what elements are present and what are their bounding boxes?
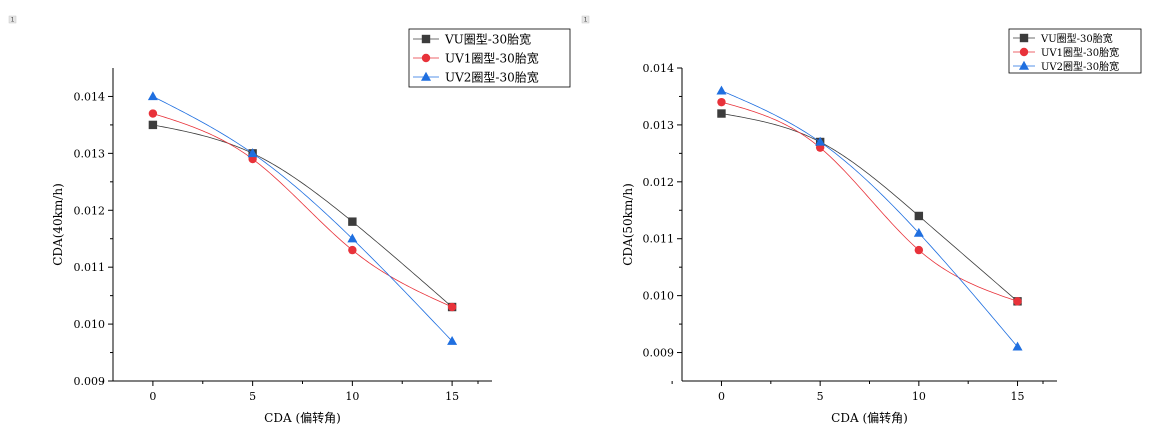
legend-label: UV2圈型-30胎宽 <box>1041 60 1119 73</box>
chart-cda-50kmh: 0.009 0.010 0.011 0.012 0.013 0.014 0 5 10 15 CDA … <box>621 28 1142 425</box>
series-circle <box>717 97 1022 306</box>
series-line <box>152 124 453 308</box>
data-point <box>815 136 826 146</box>
y-tick-label: 0.014 <box>643 62 675 75</box>
y-axis-title: CDA(40km/h) <box>51 183 65 266</box>
y-tick-label: 0.013 <box>74 147 106 160</box>
x-tick-label: 15 <box>1011 390 1025 403</box>
x-tick-label: 0 <box>718 390 725 403</box>
y-tick-label: 0.013 <box>643 119 675 132</box>
y-tick-label: 0.010 <box>74 318 106 331</box>
data-point <box>148 120 158 130</box>
x-tick-label: 15 <box>445 390 459 403</box>
data-point <box>347 233 358 243</box>
data-point <box>147 91 158 101</box>
series-line <box>152 113 453 308</box>
series-triangle <box>147 91 458 345</box>
data-point <box>247 148 258 158</box>
x-axis-title: CDA (偏转角) <box>264 410 341 425</box>
y-tick-label: 0.010 <box>643 290 675 303</box>
x-axis-title: CDA (偏转角) <box>831 410 908 425</box>
series-line <box>721 113 1018 302</box>
x-tick-label: 5 <box>817 390 824 403</box>
legend-label: UV1圈型-30胎宽 <box>1041 46 1119 59</box>
y-tick-label: 0.012 <box>74 204 106 217</box>
corner-mark-right: 1 <box>581 15 590 24</box>
data-point <box>1012 341 1023 351</box>
legend-marker <box>421 71 431 81</box>
series-circle <box>148 109 457 312</box>
corner-mark-right-text: 1 <box>584 17 588 24</box>
series-line <box>721 101 1018 302</box>
legend-label: UV1圈型-30胎宽 <box>445 51 539 66</box>
data-point <box>447 335 458 345</box>
corner-mark-left: 1 <box>8 15 17 24</box>
legend-marker <box>421 53 431 63</box>
data-point <box>348 217 357 226</box>
y-tick-label: 0.012 <box>643 176 675 189</box>
data-point <box>447 302 457 312</box>
x-tick-label: 0 <box>149 390 156 403</box>
data-point <box>716 85 727 95</box>
legend-label: UV2圈型-30胎宽 <box>445 70 539 85</box>
y-tick-label: 0.009 <box>74 375 106 388</box>
x-tick-label: 5 <box>249 390 256 403</box>
series-line <box>721 90 1018 348</box>
legend-marker <box>1019 47 1029 57</box>
legend-label: VU圈型-30胎宽 <box>1040 32 1113 45</box>
y-tick-label: 0.011 <box>74 261 106 274</box>
legend-marker <box>1019 60 1029 70</box>
data-point <box>1013 297 1022 306</box>
data-point <box>913 227 924 237</box>
chart-cda-40kmh: 0.009 0.010 0.011 0.012 0.013 0.014 0 5 10 15 CDA … <box>51 28 571 425</box>
legend-marker <box>421 34 431 44</box>
series-triangle <box>716 85 1023 351</box>
y-tick-label: 0.009 <box>643 347 675 360</box>
data-point <box>348 245 357 255</box>
data-point <box>717 97 726 107</box>
data-point <box>717 109 726 118</box>
data-point <box>914 211 924 221</box>
legend-marker <box>1019 33 1029 43</box>
series-square <box>148 120 457 312</box>
x-tick-label: 10 <box>912 390 926 403</box>
y-tick-label: 0.011 <box>643 233 675 246</box>
y-tick-label: 0.014 <box>74 90 106 103</box>
x-tick-label: 10 <box>345 390 359 403</box>
legend: VU圈型-30胎宽 UV1圈型-30胎宽 UV2圈型-30胎宽 <box>408 28 571 88</box>
series-line <box>152 96 453 342</box>
data-point <box>148 109 158 118</box>
y-axis-title: CDA(50km/h) <box>621 183 635 266</box>
data-point <box>914 245 924 255</box>
series-square <box>717 109 1022 306</box>
legend-label: VU圈型-30胎宽 <box>444 32 531 47</box>
corner-mark-left-text: 1 <box>11 17 15 24</box>
